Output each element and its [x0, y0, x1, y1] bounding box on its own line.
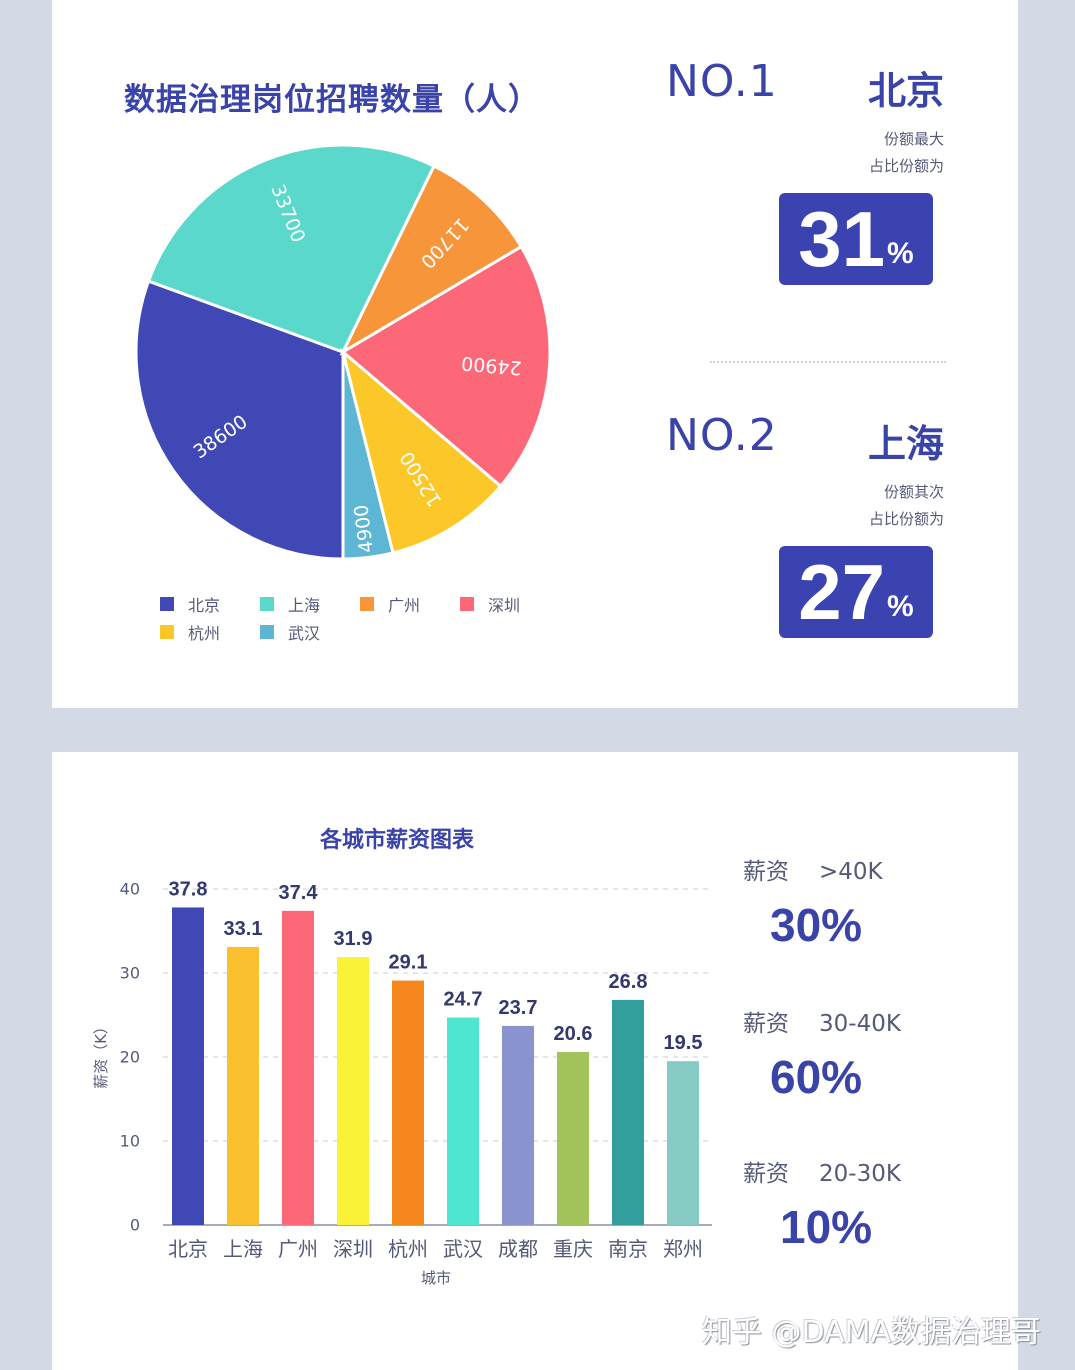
bar-value-label: 23.7	[499, 997, 538, 1019]
y-tick-label: 20	[120, 1048, 140, 1067]
bar	[392, 980, 424, 1225]
bar	[172, 907, 204, 1225]
bar	[337, 957, 369, 1225]
y-tick-label: 30	[120, 964, 140, 983]
bar-chart-title: 各城市薪资图表	[320, 828, 475, 853]
salary-stat-label-1: 薪资 >40K	[743, 852, 883, 886]
x-tick-label: 上海	[223, 1237, 263, 1261]
legend-label: 杭州	[188, 624, 221, 643]
salary-stat-2-percent: 60%	[770, 1051, 863, 1103]
bar-value-label: 37.8	[169, 878, 208, 900]
pie-slice-label: 24900	[460, 352, 522, 379]
rank2-description: 份额其次 占比份额为	[812, 479, 944, 533]
legend-item: 武汉	[260, 620, 320, 644]
legend-swatch	[460, 597, 474, 611]
salary-stat-3-label: 薪资	[743, 1161, 789, 1187]
legend-swatch	[160, 625, 174, 639]
pie-slice-2	[339, 164, 524, 356]
x-tick-label: 郑州	[663, 1237, 703, 1261]
rank1-desc-line1: 份额最大	[883, 130, 944, 148]
salary-stat-3-percent: 10%	[780, 1201, 873, 1253]
y-tick-label: 10	[120, 1132, 140, 1151]
x-tick-label: 南京	[608, 1237, 648, 1261]
legend-item: 深圳	[460, 592, 520, 616]
salary-stat-2-range: 30-40K	[819, 1011, 901, 1037]
legend-label: 北京	[188, 596, 221, 615]
bar-chart: 0 10 20 30 40 37.8 北京 33.1 上海 37.4 广州 31.9 深圳 29.1 杭州 2…	[92, 878, 712, 1287]
salary-stat-2-label: 薪资	[743, 1011, 789, 1037]
rank1-description: 份额最大 占比份额为	[812, 126, 944, 180]
bar-value-label: 31.9	[334, 928, 373, 950]
bar	[282, 910, 314, 1225]
legend-swatch	[360, 597, 374, 611]
legend-item: 上海	[260, 592, 320, 616]
salary-stat-1-percent: 30%	[770, 899, 863, 951]
y-tick-label: 0	[130, 1216, 140, 1235]
pie-slice-3	[340, 244, 552, 489]
x-tick-label: 武汉	[443, 1237, 483, 1261]
bar	[502, 1025, 534, 1225]
bar-value-label: 29.1	[389, 952, 428, 974]
rank1-percent-value: 31	[798, 195, 886, 283]
bar	[667, 1061, 699, 1225]
bar-value-label: 20.6	[554, 1023, 593, 1045]
x-tick-label: 杭州	[388, 1237, 428, 1261]
y-axis-title: 薪资（K）	[92, 1019, 110, 1089]
pie-slice-4	[340, 347, 503, 555]
bar	[227, 946, 259, 1225]
pie-chart-title: 数据治理岗位招聘数量（人）	[124, 82, 540, 118]
recruitment-card: 数据治理岗位招聘数量（人） 38600 33700 11700 24900 12500 4…	[52, 0, 1018, 708]
legend-item: 北京	[160, 592, 220, 616]
legend-label: 武汉	[288, 624, 321, 643]
x-axis-title: 城市	[421, 1269, 451, 1287]
bar-value-label: 26.8	[609, 971, 648, 993]
watermark: 知乎 @DAMA数据治理哥	[702, 1315, 1042, 1350]
rank2-percent-badge: 27 %	[779, 546, 933, 638]
bar	[447, 1017, 479, 1225]
bar-value-label: 33.1	[224, 918, 263, 940]
section-divider	[710, 361, 946, 363]
bar	[612, 999, 644, 1225]
pie-slice-5	[341, 351, 395, 561]
rank1-desc-line2: 占比份额为	[868, 157, 944, 175]
rank1-number: NO.1	[666, 56, 778, 107]
legend-item: 杭州	[160, 620, 220, 644]
bar	[557, 1051, 589, 1225]
salary-stat-label-3: 薪资 20-30K	[743, 1154, 901, 1188]
legend-swatch	[260, 597, 274, 611]
legend-label: 广州	[388, 596, 421, 615]
legend-label: 深圳	[488, 596, 521, 615]
bar-value-label: 37.4	[279, 882, 319, 904]
y-tick-label: 40	[120, 880, 140, 899]
x-tick-label: 重庆	[553, 1237, 593, 1261]
salary-card: 各城市薪资图表 0 10 20 30 40 37.8 北京 33.1 上海 37.4 广州 31.9 深…	[52, 752, 1041, 1370]
x-tick-label: 深圳	[333, 1237, 373, 1261]
pie-slice-0	[134, 279, 345, 561]
salary-stat-1-range: >40K	[819, 859, 883, 885]
rank1-percent-badge: 31 %	[779, 193, 933, 285]
rank1-city: 北京	[867, 69, 944, 113]
legend-swatch	[260, 625, 274, 639]
rank2-city: 上海	[867, 422, 944, 466]
rank2-percent-sign: %	[887, 590, 914, 623]
rank2-number: NO.2	[666, 410, 778, 461]
bar-value-label: 24.7	[444, 989, 483, 1011]
rank2-desc-line2: 占比份额为	[868, 510, 944, 528]
x-tick-label: 北京	[168, 1237, 208, 1261]
x-tick-label: 广州	[278, 1237, 318, 1261]
salary-stat-label-2: 薪资 30-40K	[743, 1004, 901, 1038]
x-tick-label: 成都	[498, 1237, 538, 1261]
pie-slice-1	[146, 143, 437, 354]
rank1-percent-sign: %	[887, 237, 914, 270]
salary-stat-3-range: 20-30K	[819, 1161, 901, 1187]
bar-value-label: 19.5	[664, 1032, 703, 1054]
rank2-desc-line1: 份额其次	[883, 483, 944, 501]
legend-label: 上海	[288, 596, 321, 615]
rank2-percent-value: 27	[798, 548, 886, 636]
legend-swatch	[160, 597, 174, 611]
legend-item: 广州	[360, 592, 420, 616]
salary-stat-1-label: 薪资	[743, 859, 789, 885]
